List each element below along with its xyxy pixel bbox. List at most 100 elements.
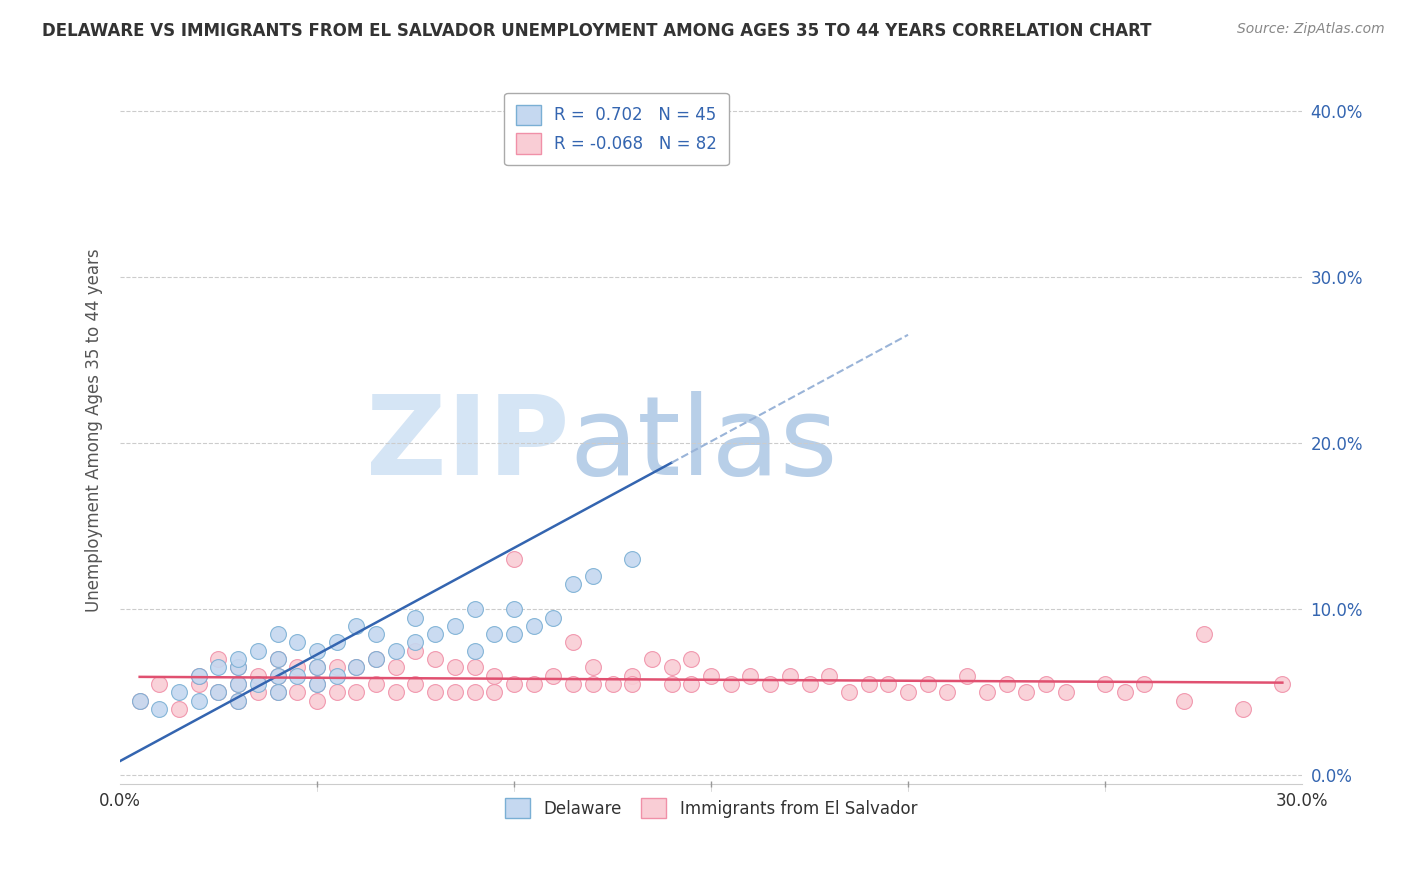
Point [641, 145, 664, 160]
Point [266, 669, 288, 683]
Point [661, 112, 683, 126]
Point [266, 669, 288, 683]
Point [226, 677, 249, 691]
Point [523, 619, 546, 633]
Point [582, 677, 605, 691]
Point [444, 660, 467, 674]
Point [464, 644, 486, 658]
Point [148, 702, 170, 716]
Point [759, 677, 782, 691]
Point [877, 677, 900, 691]
Point [681, 677, 703, 691]
Point [1094, 677, 1116, 691]
Point [641, 652, 664, 666]
Point [464, 660, 486, 674]
Point [661, 677, 683, 691]
Point [956, 669, 979, 683]
Point [740, 669, 762, 683]
Point [226, 693, 249, 707]
Point [562, 635, 585, 649]
Point [364, 652, 387, 666]
Text: Source: ZipAtlas.com: Source: ZipAtlas.com [1237, 22, 1385, 37]
Point [917, 677, 939, 691]
Point [128, 693, 150, 707]
Point [187, 669, 209, 683]
Point [187, 677, 209, 691]
Point [1054, 685, 1077, 699]
Point [405, 610, 427, 624]
Point [207, 652, 229, 666]
Point [266, 627, 288, 641]
Point [700, 669, 723, 683]
Point [1232, 702, 1254, 716]
Point [1271, 677, 1294, 691]
Point [720, 677, 742, 691]
Point [503, 627, 526, 641]
Point [464, 602, 486, 616]
Point [425, 685, 447, 699]
Point [285, 685, 308, 699]
Point [226, 693, 249, 707]
Point [167, 685, 190, 699]
Point [582, 660, 605, 674]
Point [285, 669, 308, 683]
Point [543, 669, 565, 683]
Point [602, 677, 624, 691]
Point [246, 644, 269, 658]
Point [681, 652, 703, 666]
Point [779, 669, 801, 683]
Point [464, 685, 486, 699]
Point [128, 693, 150, 707]
Point [444, 619, 467, 633]
Point [266, 652, 288, 666]
Point [995, 677, 1018, 691]
Point [364, 627, 387, 641]
Point [1114, 685, 1136, 699]
Point [226, 652, 249, 666]
Point [344, 685, 367, 699]
Point [621, 552, 644, 566]
Point [1192, 627, 1215, 641]
Point [246, 677, 269, 691]
Point [661, 660, 683, 674]
Point [207, 660, 229, 674]
Point [305, 660, 328, 674]
Point [484, 627, 506, 641]
Point [503, 552, 526, 566]
Point [1015, 685, 1038, 699]
Y-axis label: Unemployment Among Ages 35 to 44 years: Unemployment Among Ages 35 to 44 years [86, 249, 103, 613]
Point [167, 702, 190, 716]
Point [187, 669, 209, 683]
Legend: Delaware, Immigrants from El Salvador: Delaware, Immigrants from El Salvador [498, 791, 924, 825]
Point [187, 693, 209, 707]
Point [405, 635, 427, 649]
Point [838, 685, 860, 699]
Point [384, 685, 406, 699]
Point [305, 693, 328, 707]
Point [405, 677, 427, 691]
Point [405, 644, 427, 658]
Point [484, 669, 506, 683]
Point [936, 685, 959, 699]
Point [305, 660, 328, 674]
Point [344, 619, 367, 633]
Point [266, 652, 288, 666]
Point [562, 577, 585, 591]
Point [325, 635, 347, 649]
Point [364, 652, 387, 666]
Point [344, 660, 367, 674]
Point [246, 685, 269, 699]
Point [305, 677, 328, 691]
Point [543, 610, 565, 624]
Point [897, 685, 920, 699]
Point [226, 677, 249, 691]
Point [503, 677, 526, 691]
Text: DELAWARE VS IMMIGRANTS FROM EL SALVADOR UNEMPLOYMENT AMONG AGES 35 TO 44 YEARS C: DELAWARE VS IMMIGRANTS FROM EL SALVADOR … [42, 22, 1152, 40]
Point [305, 644, 328, 658]
Point [384, 644, 406, 658]
Point [207, 685, 229, 699]
Point [582, 569, 605, 583]
Point [325, 660, 347, 674]
Point [1173, 693, 1195, 707]
Point [503, 602, 526, 616]
